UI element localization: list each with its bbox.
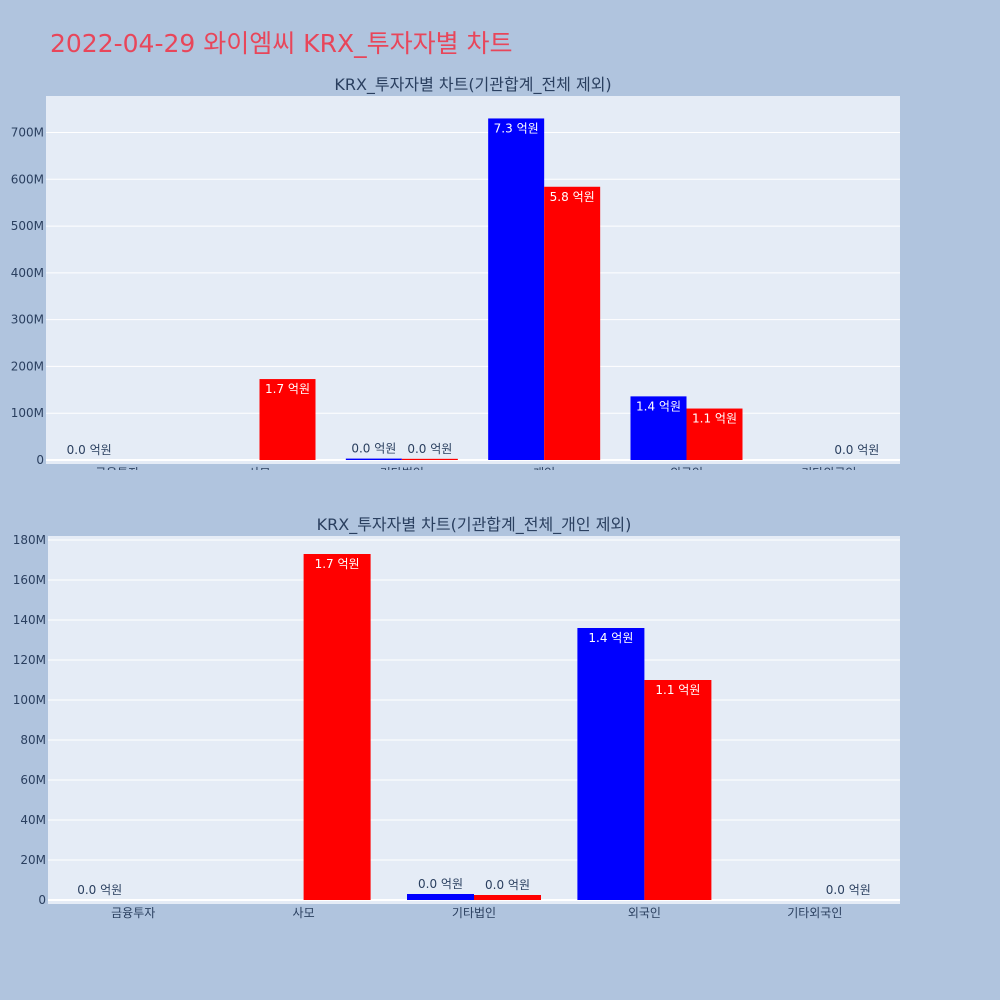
y-tick-label: 20M	[20, 853, 46, 867]
bar	[630, 396, 687, 460]
y-tick-label: 700M	[11, 125, 44, 139]
bar	[401, 458, 458, 460]
data-label: 0.0 억원	[351, 442, 396, 456]
data-label: 0.0 억원	[67, 443, 112, 457]
x-tick-label: 사모	[248, 466, 270, 470]
y-tick-label: 200M	[11, 359, 44, 373]
data-label: 0.0 억원	[826, 883, 871, 897]
y-tick-label: 400M	[11, 266, 44, 280]
bar	[303, 554, 371, 900]
y-tick-label: 140M	[13, 613, 46, 627]
data-label: 1.1 억원	[692, 412, 737, 426]
x-tick-label: 기타법인	[380, 466, 424, 470]
chart-all-investors: KRX_투자자별 차트(기관합계_전체 제외) 0 100M 200M 300M 400M…	[11, 75, 900, 470]
x-tick-label: 외국인	[628, 906, 661, 920]
x-tick-label: 기타외국인	[787, 906, 842, 920]
x-tick-label: 기타법인	[452, 906, 496, 920]
bar	[407, 894, 474, 900]
bar	[644, 680, 712, 900]
x-tick-label: 기타외국인	[801, 466, 856, 470]
data-label: 1.4 억원	[636, 399, 681, 413]
data-label: 0.0 억원	[485, 878, 530, 892]
data-label: 1.4 억원	[588, 631, 633, 645]
y-tick-label: 160M	[13, 573, 46, 587]
chart-title: KRX_투자자별 차트(기관합계_전체_개인 제외)	[317, 515, 632, 535]
data-label: 1.7 억원	[315, 557, 360, 571]
data-label: 5.8 억원	[550, 190, 595, 204]
y-tick-label: 120M	[13, 653, 46, 667]
data-label: 1.7 억원	[265, 382, 310, 396]
data-label: 0.0 억원	[834, 443, 879, 457]
data-label: 0.0 억원	[407, 442, 452, 456]
page-title: 2022-04-29 와이엠씨 KRX_투자자별 차트	[50, 29, 513, 58]
plot-area	[46, 96, 900, 464]
x-tick-label: 금융투자	[95, 466, 139, 470]
bar	[544, 186, 601, 461]
data-label: 0.0 억원	[418, 877, 463, 891]
x-tick-label: 사모	[293, 906, 315, 920]
x-tick-label: 개인	[533, 466, 555, 470]
y-tick-label: 500M	[11, 219, 44, 233]
y-tick-label: 60M	[20, 773, 46, 787]
y-tick-label: 80M	[20, 733, 46, 747]
y-tick-label: 0	[36, 453, 44, 467]
data-label: 1.1 억원	[655, 683, 700, 697]
y-tick-label: 600M	[11, 172, 44, 186]
chart-title: KRX_투자자별 차트(기관합계_전체 제외)	[334, 75, 611, 95]
y-tick-label: 100M	[13, 693, 46, 707]
bar	[488, 118, 545, 460]
bar	[686, 408, 743, 460]
y-tick-label: 40M	[20, 813, 46, 827]
bar	[259, 379, 316, 460]
data-label: 0.0 억원	[77, 883, 122, 897]
y-tick-label: 100M	[11, 406, 44, 420]
x-tick-label: 금융투자	[111, 906, 155, 920]
y-tick-label: 0	[38, 893, 46, 907]
chart-excluding-individuals: KRX_투자자별 차트(기관합계_전체_개인 제외) 0 20M 40M 60M 80M 1…	[13, 515, 900, 920]
plot-area	[48, 536, 900, 904]
y-tick-label: 180M	[13, 533, 46, 547]
x-tick-label: 외국인	[670, 466, 703, 470]
bar	[345, 458, 402, 460]
y-tick-label: 300M	[11, 313, 44, 327]
bar	[474, 895, 541, 900]
bar	[577, 628, 645, 900]
data-label: 7.3 억원	[494, 121, 539, 135]
